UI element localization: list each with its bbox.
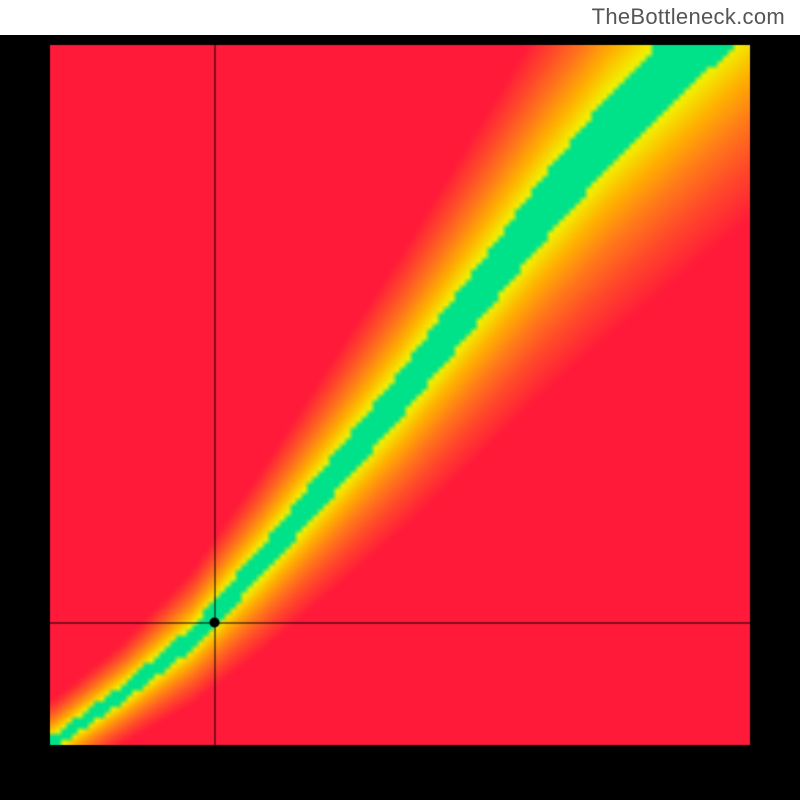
bottleneck-heatmap (0, 35, 800, 800)
heatmap-canvas (0, 35, 800, 800)
attribution-text: TheBottleneck.com (592, 4, 785, 30)
